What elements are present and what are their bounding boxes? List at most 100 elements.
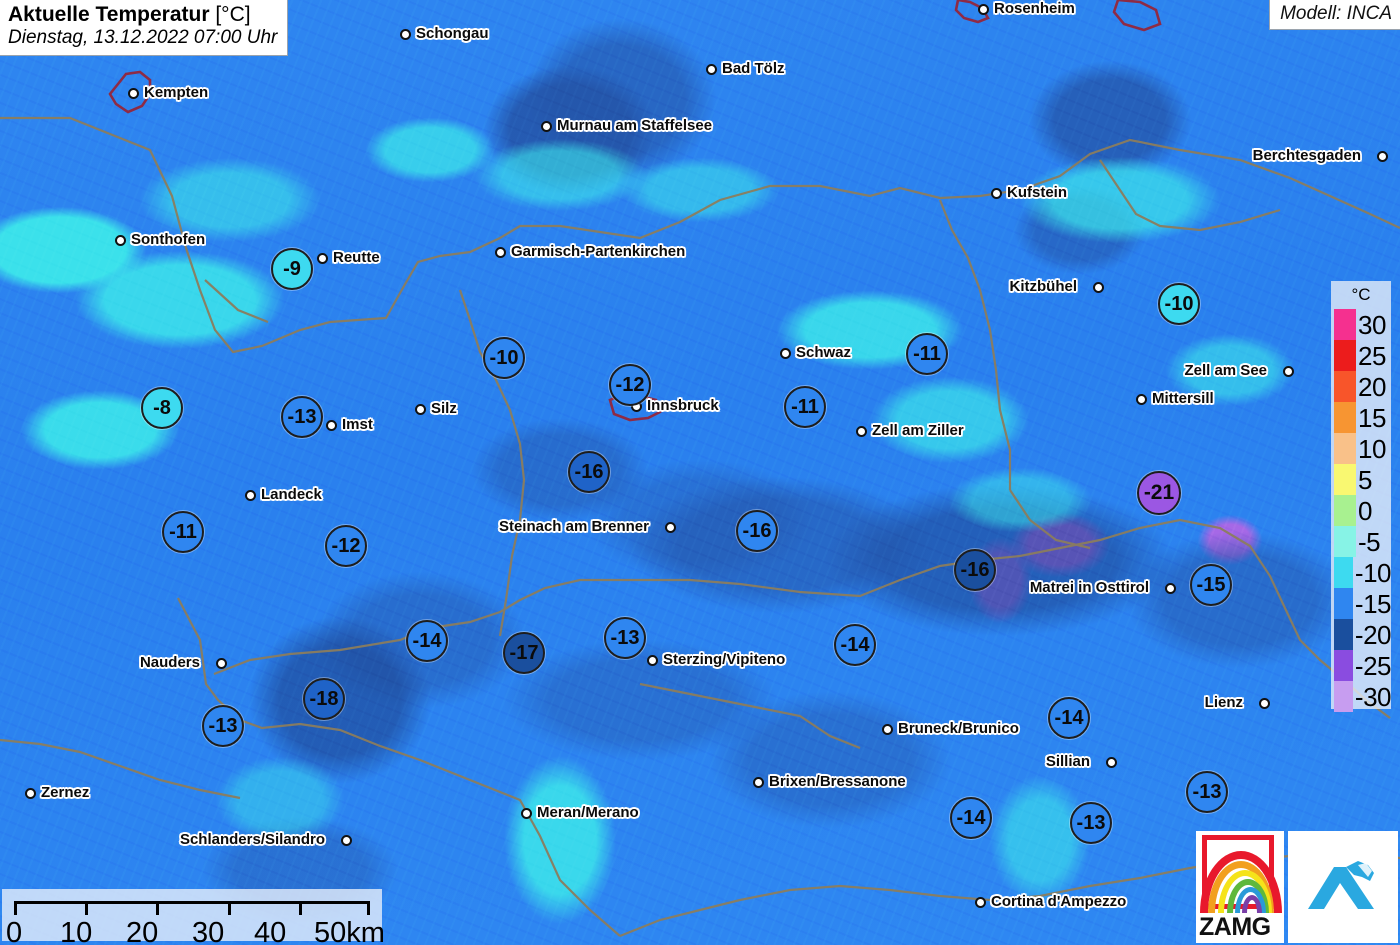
station-temperature-bubble[interactable]: -21	[1137, 471, 1181, 515]
city-dot-icon	[415, 404, 426, 415]
station-temperature-bubble[interactable]: -14	[406, 620, 448, 662]
legend-row: -15	[1331, 588, 1392, 619]
station-temperature-bubble[interactable]: -11	[162, 511, 204, 553]
station-temperature-bubble[interactable]: -15	[1190, 564, 1232, 606]
model-badge: Modell: INCA	[1269, 0, 1400, 30]
station-temperature-bubble[interactable]: -13	[604, 617, 646, 659]
city-label: Rosenheim	[994, 0, 1075, 17]
city-label: Sillian	[1045, 753, 1090, 770]
legend-row: 25	[1331, 340, 1391, 371]
city-dot-icon	[882, 724, 893, 735]
city-label: Zell am Ziller	[872, 422, 964, 439]
legend-label: -5	[1358, 526, 1381, 557]
zamg-wordmark: ZAMG	[1199, 913, 1271, 941]
logo-group: ZAMG	[1196, 831, 1398, 943]
city-dot-icon	[665, 522, 676, 533]
city-dot-icon	[647, 655, 658, 666]
station-temperature-bubble[interactable]: -16	[736, 510, 778, 552]
city-dot-icon	[521, 808, 532, 819]
scale-tick	[298, 901, 302, 915]
city-label: Mittersill	[1152, 390, 1214, 407]
title-box: Aktuelle Temperatur [°C] Dienstag, 13.12…	[0, 0, 289, 56]
station-temperature-bubble[interactable]: -16	[954, 549, 996, 591]
station-temperature-bubble[interactable]: -13	[1186, 771, 1228, 813]
city-label: Reutte	[333, 249, 380, 266]
rainbow-icon	[1196, 847, 1284, 913]
city-dot-icon	[706, 64, 717, 75]
scale-tick	[227, 901, 231, 915]
city-dot-icon	[495, 247, 506, 258]
legend-swatch	[1334, 495, 1356, 526]
city-label: Zell am See	[1184, 362, 1267, 379]
city-dot-icon	[1093, 282, 1104, 293]
legend-row: 30	[1331, 309, 1391, 340]
city-label: Innsbruck	[647, 397, 719, 414]
scale-tick	[14, 901, 17, 915]
city-label: Bad Tölz	[722, 60, 785, 77]
station-temperature-bubble[interactable]: -14	[1048, 697, 1090, 739]
city-dot-icon	[1165, 583, 1176, 594]
city-dot-icon	[400, 29, 411, 40]
city-label: Bruneck/Brunico	[898, 720, 1019, 737]
legend-swatch	[1334, 650, 1353, 681]
city-label: Sonthofen	[131, 231, 206, 248]
legend-row: -10	[1331, 557, 1392, 588]
city-label: Brixen/Bressanone	[769, 773, 906, 790]
city-label: Kufstein	[1007, 184, 1067, 201]
station-temperature-bubble[interactable]: -14	[950, 797, 992, 839]
scale-tick	[156, 901, 160, 915]
scale-number: 10	[60, 917, 93, 945]
station-temperature-bubble[interactable]: -12	[609, 364, 651, 406]
station-temperature-bubble[interactable]: -11	[906, 333, 948, 375]
city-dot-icon	[541, 121, 552, 132]
station-temperature-bubble[interactable]: -16	[568, 451, 610, 493]
color-legend: °C 30 25 20 15 10 5 0 -5 -10 -15 -20 -25 -30	[1331, 281, 1392, 712]
station-temperature-bubble[interactable]: -9	[271, 248, 313, 290]
station-temperature-bubble[interactable]: -11	[784, 386, 826, 428]
scale-number: 50km	[314, 917, 385, 945]
legend-row: -5	[1331, 526, 1391, 557]
city-dot-icon	[1259, 698, 1270, 709]
city-label: Lienz	[1204, 694, 1243, 711]
city-label: Nauders	[139, 654, 200, 671]
legend-label: 0	[1358, 495, 1372, 526]
station-temperature-bubble[interactable]: -13	[281, 396, 323, 438]
station-temperature-bubble[interactable]: -17	[503, 632, 545, 674]
scale-bar: 0 10 20 30 40 50km	[2, 889, 385, 945]
station-temperature-bubble[interactable]: -10	[483, 337, 525, 379]
scale-number: 40	[254, 917, 287, 945]
city-label: Zernez	[41, 784, 90, 801]
title-unit: [°C]	[215, 3, 251, 26]
city-dot-icon	[341, 835, 352, 846]
station-temperature-bubble[interactable]: -14	[834, 624, 876, 666]
city-dot-icon	[115, 235, 126, 246]
title-text: Aktuelle Temperatur	[8, 3, 210, 26]
legend-row: 10	[1331, 433, 1391, 464]
legend-label: -15	[1354, 588, 1392, 619]
station-temperature-bubble[interactable]: -10	[1158, 283, 1200, 325]
legend-label: 10	[1358, 433, 1386, 464]
city-label: Imst	[342, 416, 373, 433]
city-label: Silz	[431, 400, 457, 417]
legend-swatch	[1334, 557, 1353, 588]
legend-label: -20	[1354, 619, 1392, 650]
scale-baseline	[14, 901, 370, 904]
city-label: Schlanders/Silandro	[179, 831, 325, 848]
legend-label: 5	[1358, 464, 1372, 495]
city-dot-icon	[326, 420, 337, 431]
city-dot-icon	[1377, 151, 1388, 162]
station-temperature-bubble[interactable]: -12	[325, 525, 367, 567]
station-temperature-bubble[interactable]: -8	[141, 387, 183, 429]
city-dot-icon	[753, 777, 764, 788]
mountain-icon	[1308, 861, 1374, 909]
legend-swatch	[1334, 681, 1353, 712]
scale-tick	[367, 901, 370, 915]
station-temperature-bubble[interactable]: -13	[202, 705, 244, 747]
legend-row: -30	[1331, 681, 1392, 712]
city-label: Schwaz	[796, 344, 852, 361]
station-temperature-bubble[interactable]: -18	[303, 678, 345, 720]
city-dot-icon	[856, 426, 867, 437]
station-temperature-bubble[interactable]: -13	[1070, 802, 1112, 844]
legend-row: 15	[1331, 402, 1391, 433]
